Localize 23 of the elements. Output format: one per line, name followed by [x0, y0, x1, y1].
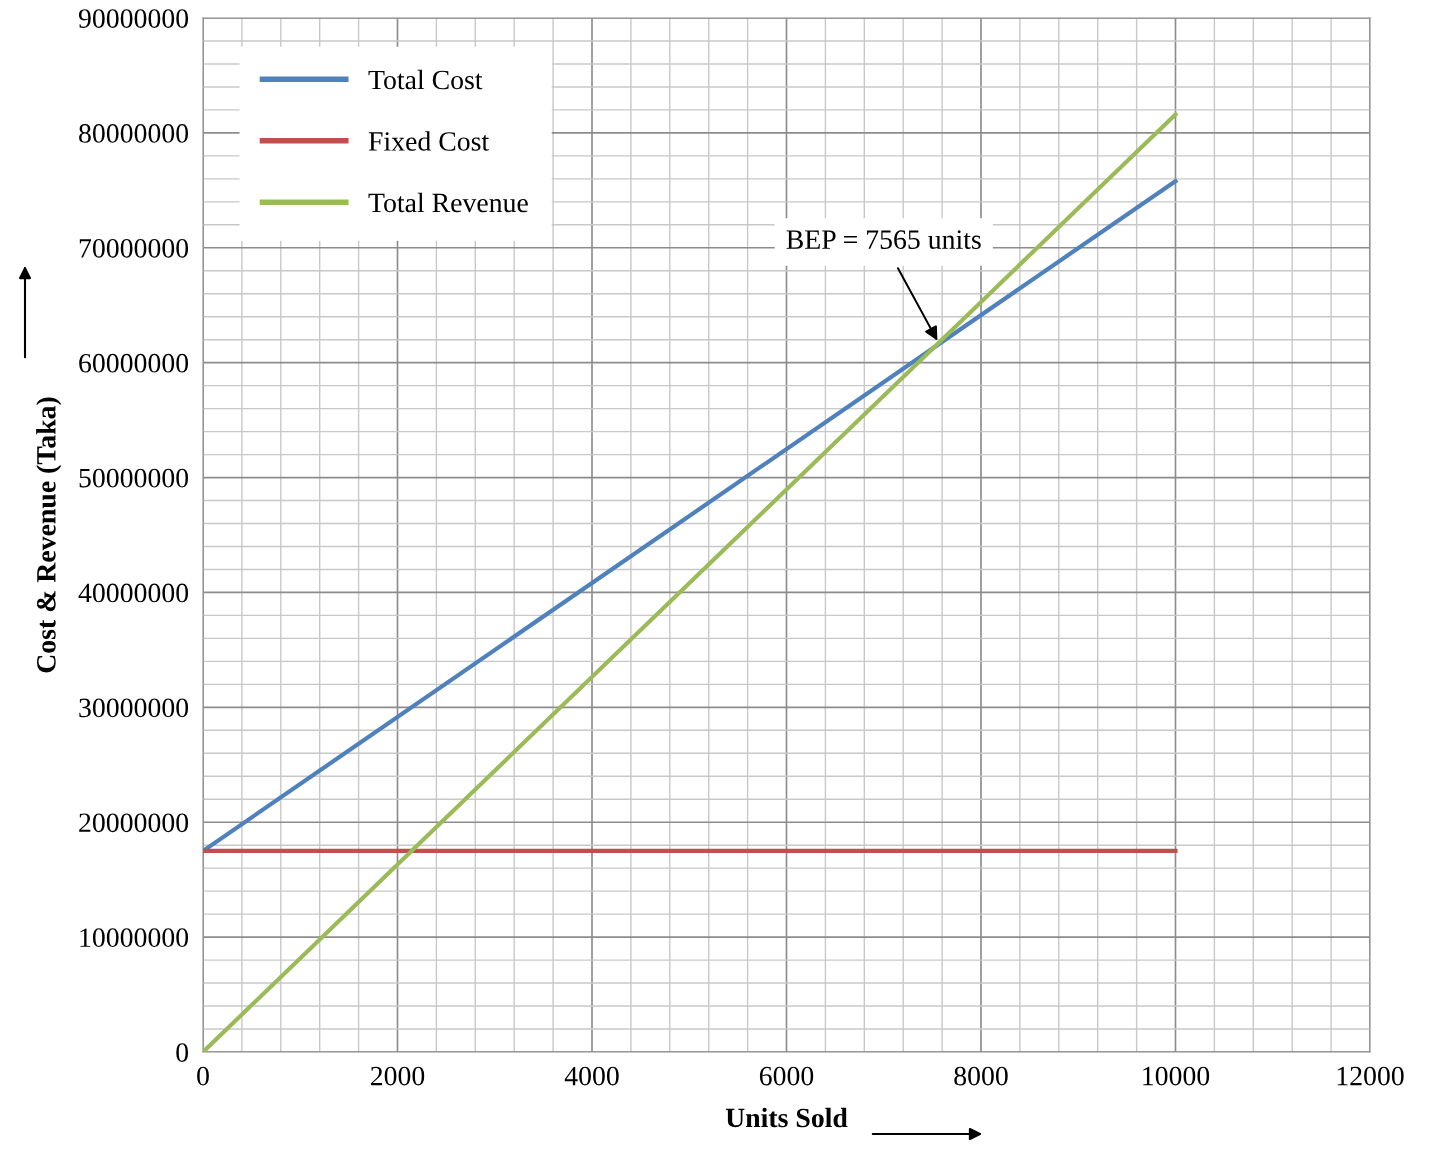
x-tick-label: 8000: [954, 1066, 1008, 1086]
y-tick-label: 0: [176, 1043, 189, 1062]
annotation: BEP = 7565 units: [786, 230, 981, 249]
legend-label: Fixed Cost: [368, 131, 490, 151]
y-tick-label: 70000000: [79, 238, 189, 258]
x-tick-label: 10000: [1143, 1066, 1210, 1086]
x-tick-label: 4000: [564, 1066, 619, 1086]
y-tick-label: 60000000: [79, 353, 189, 373]
x-tick-label: 2000: [370, 1066, 425, 1086]
y-tick-label: 80000000: [79, 124, 189, 143]
x-tick-label: 6000: [759, 1066, 814, 1086]
y-tick-label: 30000000: [79, 698, 189, 718]
x-tick-label: 0: [197, 1066, 209, 1086]
y-tick-label: 20000000: [79, 813, 189, 833]
y-tick-label: 50000000: [79, 468, 189, 488]
y-tick-label: 40000000: [78, 583, 189, 603]
legend-label: Total Cost: [368, 69, 483, 90]
y-axis-title: Cost & Revenue (Taka): [36, 397, 62, 673]
y-tick-label: 10000000: [80, 928, 189, 948]
y-tick-label: 90000000: [78, 9, 189, 28]
legend-label: Total Revenue: [368, 192, 528, 213]
x-axis-title: Units Sold: [725, 1107, 848, 1128]
x-tick-label: 12000: [1337, 1066, 1404, 1086]
